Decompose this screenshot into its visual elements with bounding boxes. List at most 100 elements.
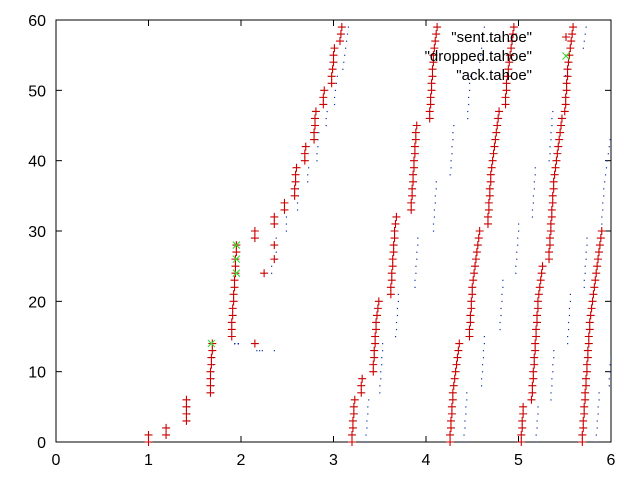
data-point [206,388,215,397]
data-point [348,438,356,446]
legend: "sent.tahoe" "dropped.tahoe" "ack.tahoe" [425,29,570,84]
data-point [569,23,578,32]
data-point [470,269,479,278]
data-point [553,350,555,352]
data-point [499,321,501,324]
data-point [227,325,236,334]
data-point [548,198,557,207]
data-point [596,420,598,422]
data-point [505,58,514,67]
data-point [386,283,395,292]
data-point [365,441,367,443]
data-point [348,416,357,425]
data-point [534,174,536,176]
data-point [591,276,600,285]
y-tick-label: 10 [28,365,46,382]
data-point [380,378,382,380]
data-point [606,160,608,162]
data-point [481,385,483,387]
data-point [585,251,587,253]
data-point [563,65,572,74]
data-point [465,325,474,334]
data-point [318,132,320,134]
data-point [534,290,543,299]
data-point [409,170,418,179]
data-point [533,181,535,183]
data-point [563,72,572,81]
data-point [482,350,485,352]
legend-marker [562,52,570,60]
data-point [409,163,418,172]
data-point [428,65,437,74]
data-point [335,37,344,46]
data-point [370,353,379,362]
data-point [467,297,476,306]
data-point [551,117,553,120]
data-point [407,198,416,207]
data-point [329,51,338,60]
data-point [535,283,544,292]
data-point [228,311,237,320]
data-point [604,174,607,176]
y-tick-label: 20 [28,294,46,311]
data-point [182,409,191,418]
data-point [260,269,269,278]
data-point [466,318,475,327]
data-point [427,79,436,88]
data-point [531,339,540,348]
data-point [372,325,381,334]
data-point [357,381,366,390]
data-point [348,423,357,432]
data-point [411,128,420,137]
data-point [596,234,605,243]
data-point [548,191,557,200]
data-point [536,427,538,429]
data-point [463,441,465,443]
data-point [584,339,593,348]
data-point [310,128,319,137]
data-point [232,241,241,249]
data-point [551,163,560,172]
data-point [567,336,569,338]
data-point [597,406,599,408]
data-point [337,23,346,32]
data-point [426,93,435,102]
data-point [231,255,240,264]
data-point [432,30,441,39]
data-point [519,409,528,418]
data-point [450,160,452,162]
data-point [562,79,571,88]
data-point [491,135,500,144]
data-point [467,110,469,113]
data-point [369,367,378,376]
data-point [468,96,470,99]
data-point [344,54,346,56]
data-point [327,79,336,88]
data-point [271,272,273,274]
data-point [382,343,384,345]
data-point [237,343,239,345]
data-point [608,378,610,380]
data-point [578,438,587,446]
data-point [317,146,319,148]
data-point [425,107,434,116]
data-point [556,128,565,137]
data-point [502,279,504,281]
data-point [408,184,417,193]
data-point [381,357,383,359]
data-point [531,209,534,211]
data-point [585,26,587,28]
data-point [291,177,300,186]
data-point [379,385,381,387]
data-point [530,360,539,369]
data-point [256,350,258,352]
data-point [320,86,329,95]
data-point [426,100,435,109]
data-point [367,413,369,415]
data-point [310,135,319,144]
data-point [501,300,503,303]
data-point [609,139,611,141]
data-point [501,293,503,295]
data-point [417,244,419,246]
